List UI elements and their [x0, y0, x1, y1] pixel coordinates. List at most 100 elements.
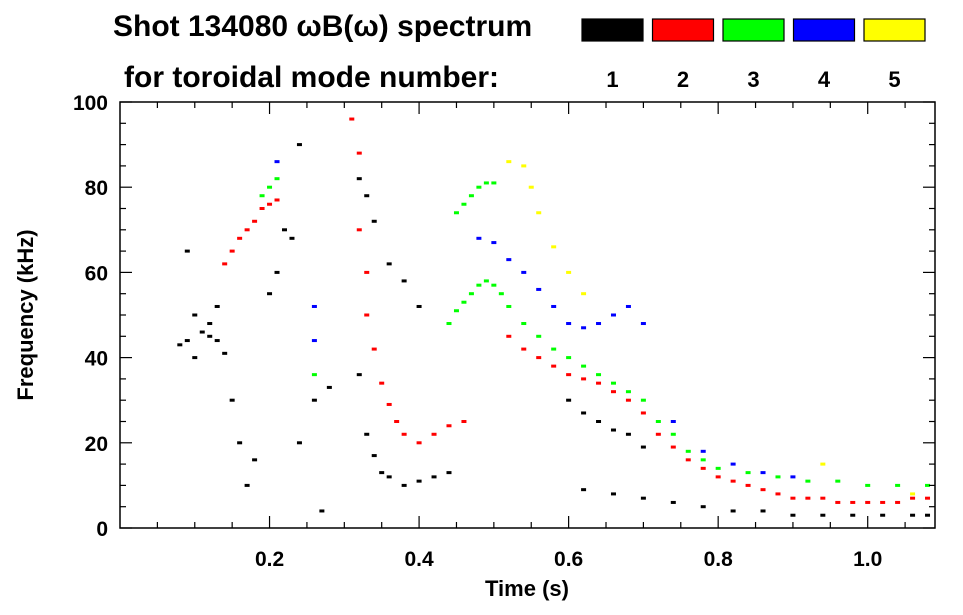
data-point-mode-3 [536, 334, 542, 338]
data-point-mode-1 [386, 475, 392, 479]
data-point-mode-3 [453, 309, 459, 313]
data-point-mode-1 [267, 292, 273, 296]
data-point-mode-5 [820, 462, 826, 466]
data-point-mode-1 [192, 313, 198, 317]
data-point-mode-2 [730, 479, 736, 483]
data-point-mode-3 [491, 283, 497, 287]
data-point-mode-2 [244, 228, 250, 232]
data-point-mode-1 [640, 496, 646, 500]
data-point-mode-1 [184, 339, 190, 343]
data-point-mode-3 [895, 483, 901, 487]
data-point-mode-3 [506, 304, 512, 308]
data-point-mode-2 [356, 151, 362, 155]
y-axis-label: Frequency (kHz) [13, 229, 38, 400]
data-point-mode-3 [461, 300, 467, 304]
data-point-mode-2 [745, 483, 751, 487]
data-point-mode-4 [596, 322, 602, 326]
data-point-mode-1 [625, 432, 631, 436]
data-point-mode-4 [536, 287, 542, 291]
axis-ticks: 0.2 0.4 0.6 0.8 1.0 0 20 40 60 80 100 [73, 92, 935, 571]
data-point-mode-3 [483, 181, 489, 185]
data-point-mode-4 [566, 322, 572, 326]
legend-swatch-1 [581, 18, 644, 42]
data-point-mode-1 [222, 351, 228, 355]
data-point-mode-2 [364, 270, 370, 274]
data-point-mode-2 [431, 432, 437, 436]
data-point-mode-1 [820, 513, 826, 517]
data-point-mode-2 [910, 496, 916, 500]
data-point-mode-4 [670, 420, 676, 423]
data-point-mode-4 [640, 322, 646, 326]
data-point-mode-3 [715, 466, 721, 470]
data-point-mode-3 [551, 347, 557, 351]
data-point-mode-1 [371, 219, 377, 223]
plot-area: 0.2 0.4 0.6 0.8 1.0 0 20 40 60 80 100 [73, 92, 936, 571]
data-point-mode-3 [670, 432, 676, 436]
data-point-mode-1 [760, 509, 766, 513]
data-point-mode-3 [700, 458, 706, 462]
data-point-mode-3 [566, 356, 572, 360]
data-point-mode-5 [551, 245, 557, 249]
data-point-mode-2 [805, 496, 811, 500]
data-point-mode-2 [446, 424, 452, 428]
data-point-mode-5 [528, 185, 534, 189]
data-point-mode-2 [775, 492, 781, 496]
data-point-mode-4 [311, 304, 317, 308]
data-point-mode-1 [326, 385, 332, 389]
data-point-mode-3 [596, 373, 602, 377]
data-point-mode-1 [281, 228, 287, 232]
data-point-mode-2 [581, 377, 587, 381]
data-point-mode-2 [394, 420, 400, 423]
data-point-mode-3 [775, 475, 781, 479]
data-point-mode-2 [252, 219, 258, 223]
data-point-mode-2 [364, 313, 370, 317]
data-point-mode-1 [670, 500, 676, 504]
data-point-mode-1 [184, 249, 190, 253]
data-point-mode-1 [371, 454, 377, 458]
data-point-mode-2 [401, 432, 407, 436]
data-point-mode-2 [820, 496, 826, 500]
data-point-mode-1 [364, 432, 370, 436]
legend-label-1: 1 [606, 67, 618, 92]
data-point-mode-1 [416, 304, 422, 308]
x-tick-label: 0.6 [554, 548, 583, 571]
data-point-mode-3 [468, 194, 474, 198]
data-point-mode-1 [596, 420, 602, 423]
legend-label-5: 5 [888, 67, 900, 92]
data-point-mode-2 [386, 402, 392, 406]
data-point-mode-2 [267, 202, 273, 206]
legend-label-4: 4 [818, 67, 831, 92]
data-point-mode-5 [566, 270, 572, 274]
data-point-mode-3 [461, 202, 467, 206]
data-point-mode-1 [730, 509, 736, 513]
data-point-mode-2 [237, 236, 243, 240]
data-point-mode-1 [431, 475, 437, 479]
data-point-mode-3 [865, 483, 871, 487]
y-tick-label: 0 [96, 518, 108, 541]
data-point-mode-2 [640, 411, 646, 415]
data-point-mode-3 [640, 398, 646, 402]
data-point-mode-4 [760, 471, 766, 475]
data-point-mode-1 [252, 458, 258, 462]
data-point-mode-1 [177, 343, 183, 347]
data-point-mode-2 [566, 373, 572, 377]
data-point-mode-3 [625, 390, 631, 394]
x-tick-label: 0.4 [404, 548, 434, 571]
data-point-mode-3 [476, 283, 482, 287]
x-tick-label: 0.2 [255, 548, 284, 571]
data-point-mode-1 [610, 428, 616, 432]
data-point-mode-2 [715, 475, 721, 479]
data-point-mode-3 [835, 479, 841, 483]
data-point-mode-3 [805, 479, 811, 483]
data-point-mode-1 [386, 262, 392, 266]
data-point-mode-3 [745, 471, 751, 475]
data-point-mode-1 [790, 513, 796, 517]
legend-label-2: 2 [677, 67, 689, 92]
data-point-mode-4 [506, 258, 512, 262]
data-point-mode-3 [483, 279, 489, 283]
data-point-mode-2 [222, 262, 228, 266]
data-point-mode-4 [311, 339, 317, 343]
data-point-mode-1 [356, 373, 362, 377]
data-point-mode-4 [610, 313, 616, 317]
